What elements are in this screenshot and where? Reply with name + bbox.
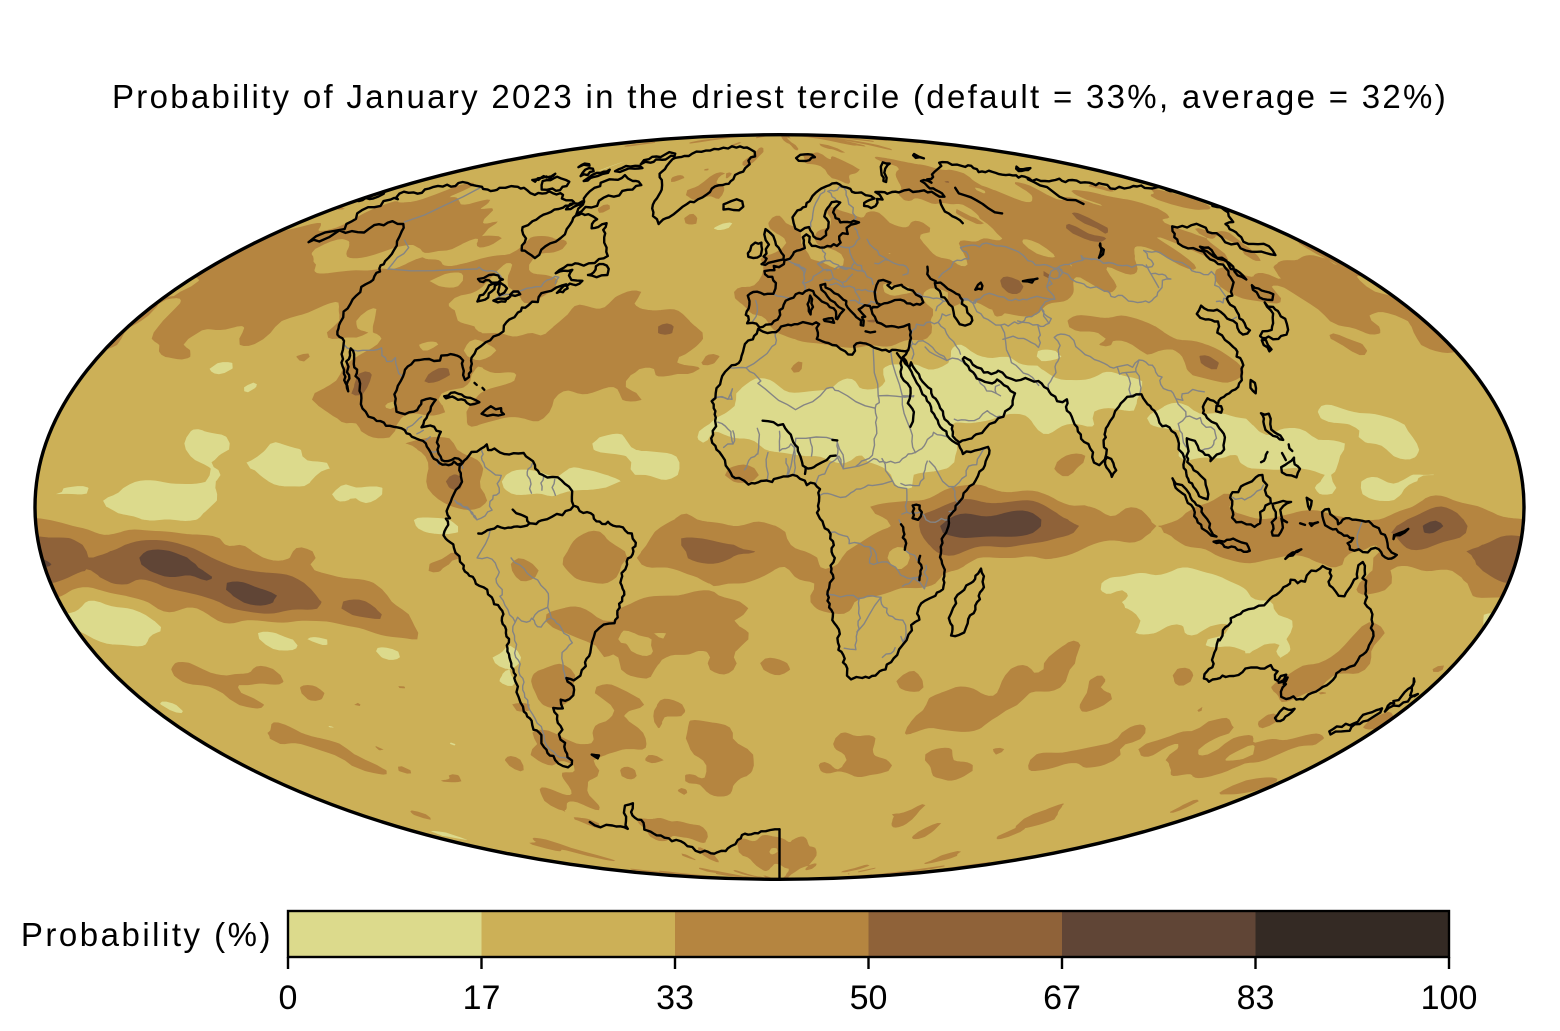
svg-text:33: 33 — [656, 979, 694, 1017]
svg-text:Probability of January 2023 in: Probability of January 2023 in the dries… — [112, 78, 1448, 115]
svg-text:Probability (%): Probability (%) — [21, 916, 273, 953]
svg-text:83: 83 — [1237, 979, 1275, 1017]
svg-text:100: 100 — [1421, 979, 1478, 1017]
svg-text:50: 50 — [850, 979, 888, 1017]
svg-text:67: 67 — [1043, 979, 1081, 1017]
svg-text:0: 0 — [279, 979, 298, 1017]
svg-text:17: 17 — [463, 979, 501, 1017]
